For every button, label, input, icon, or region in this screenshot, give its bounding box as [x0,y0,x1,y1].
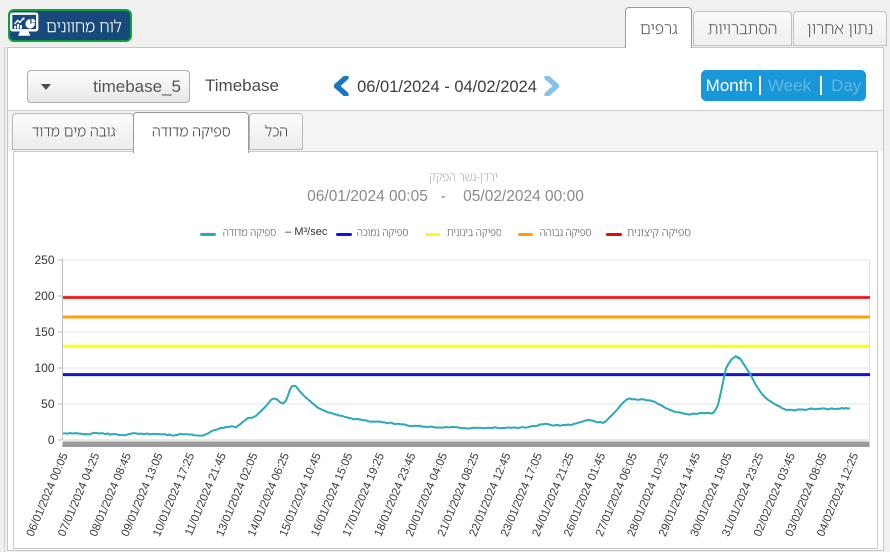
svg-text:150: 150 [34,325,54,339]
svg-text:0: 0 [48,433,55,447]
svg-text:50: 50 [41,397,55,411]
svg-text:100: 100 [34,361,54,375]
svg-text:250: 250 [34,253,54,267]
svg-text:200: 200 [34,289,54,303]
